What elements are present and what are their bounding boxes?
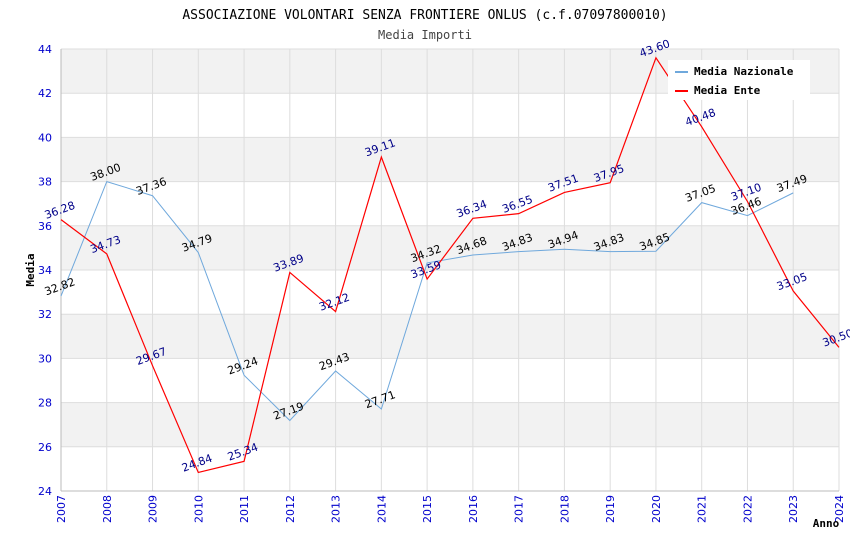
y-axis-ticks: 24 26 28 30 32 34 36 38 40 42 44 bbox=[38, 43, 52, 498]
y-axis-label: Media bbox=[24, 253, 37, 286]
y-tick-label-40: 40 bbox=[38, 131, 52, 144]
x-tick-label-2022: 2022 bbox=[741, 495, 754, 523]
y-tick-label-44: 44 bbox=[38, 43, 52, 56]
x-tick-label-2010: 2010 bbox=[192, 495, 205, 523]
x-tick-label-2016: 2016 bbox=[467, 495, 480, 523]
plot-band-30 bbox=[61, 314, 839, 359]
y-tick-label-26: 26 bbox=[38, 441, 52, 454]
x-tick-label-2021: 2021 bbox=[696, 495, 709, 523]
x-tick-label-2009: 2009 bbox=[147, 495, 160, 523]
chart-subtitle: Media Importi bbox=[378, 28, 472, 42]
legend-box bbox=[668, 60, 810, 100]
series-line-media-ente bbox=[60, 56, 840, 474]
x-tick-label-2024: 2024 bbox=[833, 495, 846, 523]
data-label-media-ente-2017: 36.55 bbox=[500, 193, 534, 216]
y-tick-label-30: 30 bbox=[38, 352, 52, 365]
plot-band-38 bbox=[61, 137, 839, 182]
plot-background-bands bbox=[61, 49, 839, 447]
x-tick-label-2014: 2014 bbox=[375, 495, 388, 523]
x-tick-label-2007: 2007 bbox=[55, 495, 68, 523]
y-tick-label-24: 24 bbox=[38, 485, 52, 498]
data-label-media-nazionale-2007: 32.82 bbox=[43, 275, 77, 298]
x-tick-label-2011: 2011 bbox=[238, 495, 251, 523]
legend: Media Nazionale Media Ente bbox=[668, 60, 810, 100]
x-tick-label-2020: 2020 bbox=[650, 495, 663, 523]
x-tick-label-2015: 2015 bbox=[421, 495, 434, 523]
y-tick-label-36: 36 bbox=[38, 220, 52, 233]
x-tick-label-2012: 2012 bbox=[284, 495, 297, 523]
plot-band-26 bbox=[61, 402, 839, 447]
x-tick-label-2019: 2019 bbox=[604, 495, 617, 523]
y-tick-label-28: 28 bbox=[38, 397, 52, 410]
x-axis-label: Anno bbox=[813, 517, 840, 530]
data-label-media-nazionale-2021: 37.05 bbox=[683, 182, 717, 205]
data-label-media-ente-2007: 36.28 bbox=[43, 199, 77, 222]
data-label-media-ente-2010: 24.84 bbox=[180, 452, 214, 475]
y-tick-label-32: 32 bbox=[38, 308, 52, 321]
series-lines bbox=[60, 56, 840, 474]
y-tick-label-42: 42 bbox=[38, 87, 52, 100]
x-tick-label-2017: 2017 bbox=[513, 495, 526, 523]
series-line-media-nazionale bbox=[60, 180, 794, 422]
chart-title: ASSOCIAZIONE VOLONTARI SENZA FRONTIERE O… bbox=[182, 8, 667, 23]
y-tick-label-34: 34 bbox=[38, 264, 52, 277]
x-tick-label-2023: 2023 bbox=[787, 495, 800, 523]
x-tick-label-2018: 2018 bbox=[558, 495, 571, 523]
x-tick-label-2008: 2008 bbox=[101, 495, 114, 523]
y-tick-label-38: 38 bbox=[38, 176, 52, 189]
legend-label-media-ente: Media Ente bbox=[694, 84, 761, 97]
legend-label-media-nazionale: Media Nazionale bbox=[694, 65, 794, 78]
x-axis-ticks: 2007 2008 2009 2010 2011 2012 2013 2014 2015 2016… bbox=[55, 495, 846, 523]
gridlines bbox=[60, 48, 840, 492]
axes bbox=[60, 49, 839, 492]
x-tick-label-2013: 2013 bbox=[330, 495, 343, 523]
